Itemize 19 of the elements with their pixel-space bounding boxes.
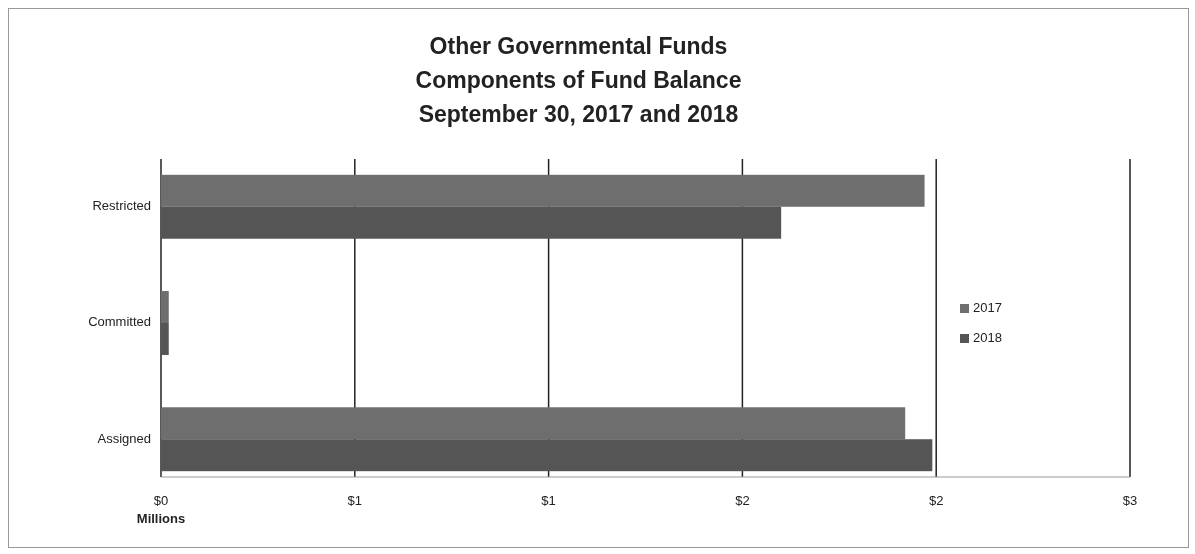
x-tick-label: $3 [1122, 493, 1138, 508]
bar [161, 439, 933, 472]
bar [161, 206, 782, 239]
x-tick-label: $2 [735, 493, 750, 508]
x-axis-title: Millions [136, 511, 186, 526]
x-tick-label: $1 [541, 493, 556, 508]
x-tick-label: $2 [928, 493, 944, 508]
y-tick-label: Committed [88, 314, 151, 330]
chart-title: Other Governmental Funds Components of Fund Balance September 30, 2017 and 2018 [415, 33, 742, 127]
bar [161, 291, 169, 323]
y-tick-label: Restricted [92, 198, 151, 214]
legend-label: 2018 [973, 330, 1002, 346]
y-tick-label: Assigned [97, 430, 151, 446]
bar [161, 174, 925, 207]
bar [161, 323, 169, 355]
x-tick-label: $0 [153, 493, 169, 508]
legend-label: 2017 [973, 300, 1002, 316]
x-tick-label: $1 [347, 493, 363, 508]
bar [161, 407, 906, 440]
